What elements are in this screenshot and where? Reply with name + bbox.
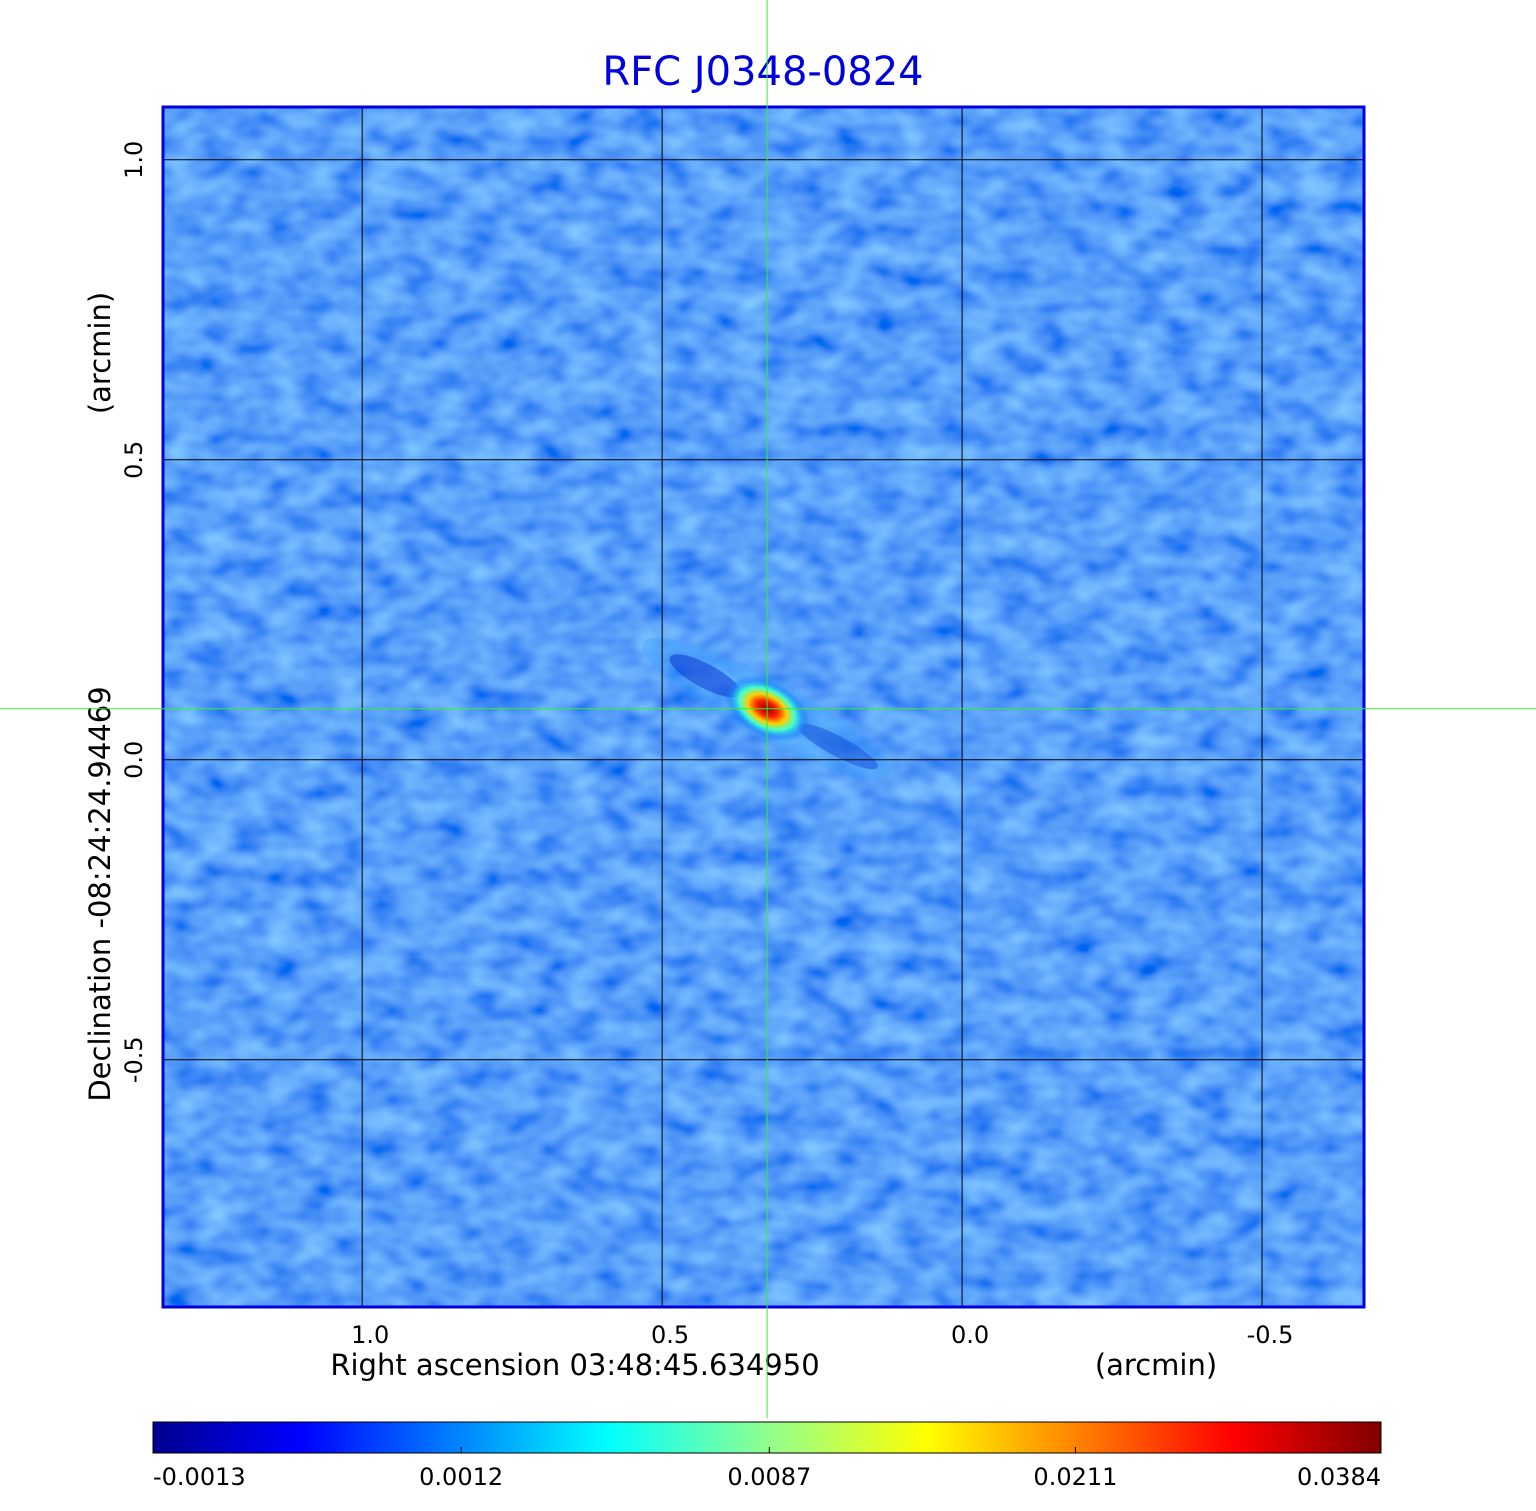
plot-frame xyxy=(161,105,1366,1309)
y-axis-unit: (arcmin) xyxy=(83,292,117,414)
colorbar-tick-label: 0.0211 xyxy=(1033,1463,1117,1491)
x-axis-label: Right ascension 03:48:45.634950 xyxy=(330,1348,819,1382)
plot-area xyxy=(163,107,1364,1307)
colorbar-tick-label: -0.0013 xyxy=(153,1463,246,1491)
colorbar xyxy=(152,1421,1382,1454)
y-tick-label: 0.5 xyxy=(120,441,148,479)
x-axis-unit: (arcmin) xyxy=(1095,1348,1217,1382)
sidelobe xyxy=(797,723,878,770)
y-tick-label: 1.0 xyxy=(120,141,148,179)
x-tick-label: 1.0 xyxy=(351,1321,389,1349)
colorbar-tick-label: 0.0087 xyxy=(727,1463,811,1491)
chart-title: RFC J0348-0824 xyxy=(602,49,923,95)
x-tick-label: 0.5 xyxy=(651,1321,689,1349)
x-tick-label: 0.0 xyxy=(951,1321,989,1349)
x-tick-label: -0.5 xyxy=(1247,1321,1294,1349)
colorbar-tick-label: 0.0384 xyxy=(1297,1463,1381,1491)
y-tick-label: 0.0 xyxy=(120,741,148,779)
colorbar-tick-label: 0.0012 xyxy=(419,1463,503,1491)
colorbar-gradient xyxy=(152,1421,1382,1454)
sidelobe xyxy=(669,654,742,698)
y-tick-label: -0.5 xyxy=(120,1036,148,1083)
y-axis-label: Declination -08:24:24.94469 xyxy=(83,686,117,1101)
